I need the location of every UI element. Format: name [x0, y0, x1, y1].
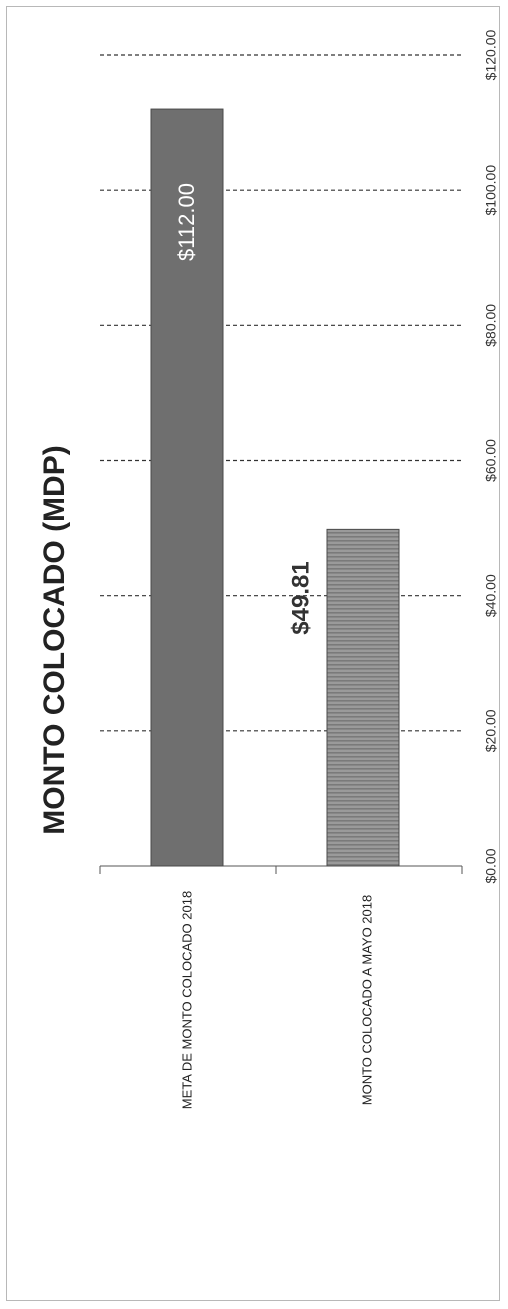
tick-label: $20.00 [483, 709, 499, 752]
bars [150, 108, 400, 867]
category-label: META DE MONTO COLOCADO 2018 [179, 891, 194, 1109]
tick-label: $80.00 [483, 304, 499, 347]
tick-label: $40.00 [483, 574, 499, 617]
tick-label: $120.00 [483, 29, 499, 80]
tick-label: $0.00 [483, 848, 499, 883]
chart-frame [6, 6, 500, 1301]
bar [326, 528, 400, 867]
data-label: $49.81 [287, 561, 314, 634]
axes [99, 865, 463, 874]
tick-label: $60.00 [483, 439, 499, 482]
tick-label: $100.00 [483, 165, 499, 216]
labels: $0.00 $20.00 $40.00 $60.00 $80.00 $100.00 $120… [38, 29, 499, 1109]
gridlines [100, 54, 462, 732]
chart-title: MONTO COLOCADO (MDP) [38, 445, 71, 834]
data-label: $112.00 [174, 183, 199, 261]
bar [150, 108, 224, 867]
category-label: MONTO COLOCADO A MAYO 2018 [359, 895, 374, 1105]
